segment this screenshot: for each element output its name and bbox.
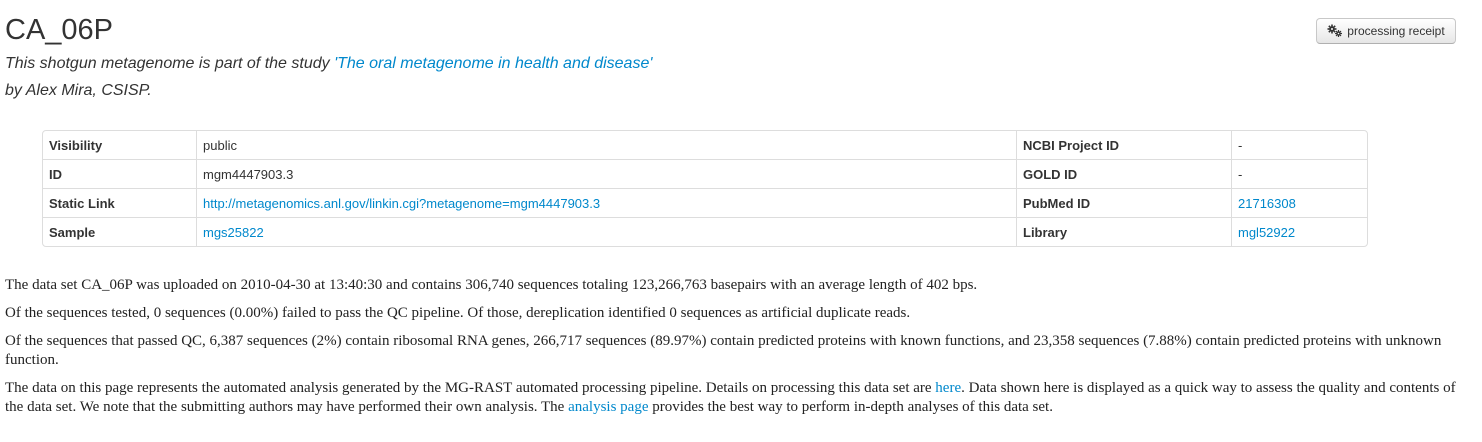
metadata-table: Visibility public NCBI Project ID - ID m… [42, 130, 1368, 247]
processing-details-link[interactable]: here [935, 380, 962, 396]
sample-link[interactable]: mgs25822 [203, 224, 264, 240]
id-value: mgm4447903.3 [196, 159, 1016, 188]
gold-id-value: - [1231, 159, 1367, 188]
static-link[interactable]: http://metagenomics.anl.gov/linkin.cgi?m… [203, 195, 601, 211]
processing-receipt-label: processing receipt [1347, 24, 1445, 38]
processing-receipt-button[interactable]: processing receipt [1316, 18, 1456, 44]
sample-label: Sample [43, 217, 196, 246]
table-row: Sample mgs25822 Library mgl52922 [43, 217, 1367, 246]
gears-icon [1327, 24, 1343, 37]
ncbi-project-id-value: - [1231, 131, 1367, 159]
ncbi-project-id-label: NCBI Project ID [1016, 131, 1231, 159]
study-link[interactable]: 'The oral metagenome in health and disea… [334, 55, 653, 72]
pipeline-note-text: . Data shown here is displayed as a quic… [5, 380, 1456, 415]
pubmed-id-link[interactable]: 21716308 [1238, 195, 1296, 211]
library-label: Library [1016, 217, 1231, 246]
library-link[interactable]: mgl52922 [1238, 224, 1296, 240]
study-line: This shotgun metagenome is part of the s… [5, 53, 652, 75]
pipeline-note: The data on this page represents the aut… [5, 379, 1465, 417]
pipeline-note-text: provides the best way to perform in-dept… [648, 399, 1053, 415]
table-row: ID mgm4447903.3 GOLD ID - [43, 159, 1367, 188]
annotation-summary: Of the sequences that passed QC, 6,387 s… [5, 333, 1442, 368]
table-row: Visibility public NCBI Project ID - [43, 131, 1367, 159]
summary-section: The data set CA_06P was uploaded on 2010… [5, 276, 1465, 426]
static-link-label: Static Link [43, 188, 196, 217]
visibility-value: public [196, 131, 1016, 159]
pubmed-id-label: PubMed ID [1016, 188, 1231, 217]
qc-summary: Of the sequences tested, 0 sequences (0.… [5, 305, 911, 321]
visibility-label: Visibility [49, 137, 103, 153]
table-row: Static Link http://metagenomics.anl.gov/… [43, 188, 1367, 217]
upload-summary: The data set CA_06P was uploaded on 2010… [5, 277, 978, 293]
pipeline-note-text: The data on this page represents the aut… [5, 380, 936, 396]
author-line: by Alex Mira, CSISP. [5, 82, 152, 99]
page-title: CA_06P [5, 14, 114, 46]
id-label: ID [43, 159, 196, 188]
study-prefix: This shotgun metagenome is part of the s… [5, 55, 335, 72]
analysis-page-link[interactable]: analysis page [568, 399, 649, 415]
gold-id-label: GOLD ID [1016, 159, 1231, 188]
